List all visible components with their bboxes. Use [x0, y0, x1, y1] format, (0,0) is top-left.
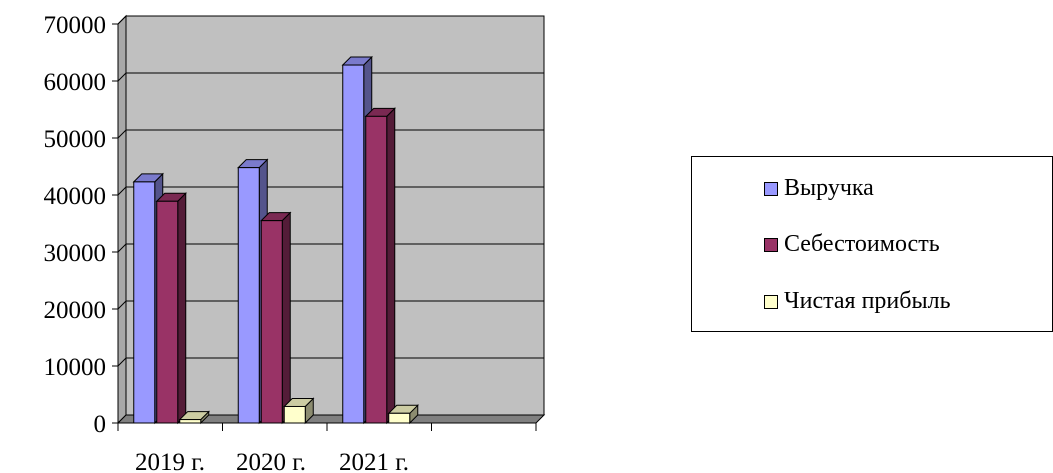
- x-tick-label: 2020 г.: [236, 449, 306, 473]
- gridline: [117, 15, 127, 25]
- bar-net-profit-1: [283, 397, 315, 425]
- y-tick-labels: 0 10000 20000 30000 40000 50000 60000 70000: [44, 12, 107, 438]
- gridlines: [112, 15, 544, 424]
- legend-swatch-revenue: [764, 181, 778, 196]
- bar-cost-2: [364, 107, 396, 425]
- bar-net-profit-0: [178, 410, 210, 425]
- legend-label-revenue: Выручка: [784, 175, 874, 201]
- gridline: [117, 72, 127, 82]
- legend-item-cost: Себестоимость: [764, 231, 940, 258]
- x-tick-label: 2019 г.: [135, 449, 205, 473]
- bar-cost-0: [155, 192, 187, 425]
- bars: [132, 55, 419, 425]
- legend-item-net-profit: Чистая прибыль: [764, 288, 951, 315]
- y-tick-label: 60000: [44, 69, 107, 96]
- gridline: [117, 243, 127, 253]
- gridline: [117, 186, 127, 196]
- legend-item-revenue: Выручка: [764, 175, 874, 202]
- legend-label-cost: Себестоимость: [784, 231, 940, 257]
- gridline: [117, 129, 127, 139]
- y-tick-label: 40000: [44, 183, 107, 210]
- x-tick-labels: 2019 г. 2020 г. 2021 г.: [135, 449, 409, 473]
- bar-net-profit-2: [387, 404, 419, 425]
- legend-swatch-net-profit: [764, 294, 778, 309]
- gridline: [117, 357, 127, 367]
- bar-cost-1: [260, 211, 292, 425]
- axes: [117, 24, 537, 431]
- legend-label-net-profit: Чистая прибыль: [784, 288, 951, 314]
- x-tick-label: 2021 г.: [339, 449, 409, 473]
- gridline: [117, 300, 127, 310]
- y-tick-label: 30000: [44, 240, 107, 267]
- y-tick-label: 70000: [44, 12, 107, 39]
- y-tick-label: 50000: [44, 126, 107, 153]
- y-tick-label: 0: [94, 411, 107, 438]
- y-tick-label: 20000: [44, 297, 107, 324]
- back-wall: [125, 15, 545, 416]
- legend: Выручка Себестоимость Чистая прибыль: [691, 156, 1053, 332]
- legend-swatch-cost: [764, 237, 778, 252]
- y-tick-label: 10000: [44, 354, 107, 381]
- plot-area: [116, 14, 546, 425]
